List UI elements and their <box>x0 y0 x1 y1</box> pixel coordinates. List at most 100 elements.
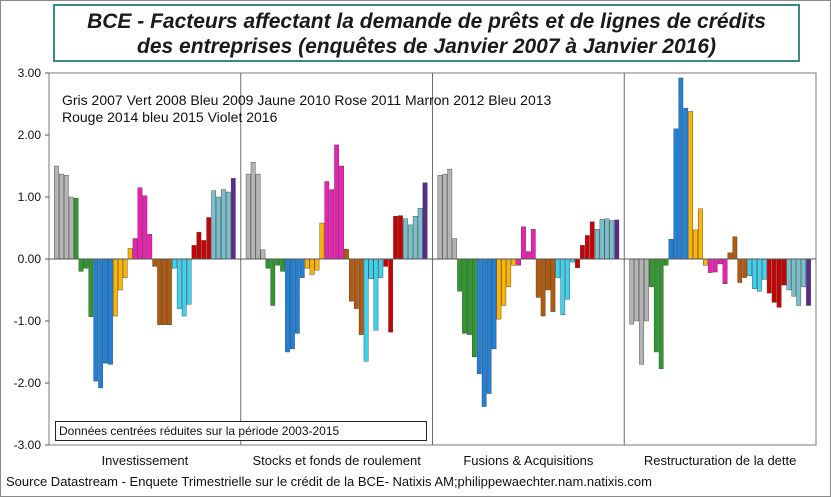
bar-2010 <box>688 111 694 260</box>
bar-2015 <box>791 258 797 297</box>
bar-2014 <box>781 258 787 286</box>
bar-2012 <box>540 258 546 317</box>
chart-title-line-2: des entreprises (enquêtes de Janvier 200… <box>137 35 716 58</box>
bar-2012 <box>162 258 167 325</box>
bar-2007 <box>68 196 74 260</box>
bar-2011 <box>132 238 138 260</box>
bar-2007 <box>59 173 64 260</box>
bar-2010 <box>511 258 516 266</box>
bar-2010 <box>304 258 310 269</box>
bar-2008 <box>663 258 669 266</box>
bar-2013 <box>181 258 187 317</box>
bar-2008 <box>658 258 664 369</box>
bar-2010 <box>496 258 502 320</box>
bar-2013 <box>176 258 182 309</box>
bar-2014 <box>206 217 212 260</box>
bar-2008 <box>653 258 659 353</box>
bar-2014 <box>393 216 398 260</box>
bar-2013 <box>368 258 374 280</box>
bar-2008 <box>88 258 94 317</box>
bar-2009 <box>683 108 689 260</box>
bar-2007 <box>260 249 266 260</box>
bar-2007 <box>634 258 639 322</box>
note-box: Données centrées réduites sur la période… <box>55 421 427 441</box>
bar-2007 <box>255 173 261 260</box>
bar-2007 <box>54 165 59 260</box>
bar-2011 <box>521 226 526 260</box>
bar-2008 <box>83 258 89 269</box>
category-label: Investissement <box>102 453 189 468</box>
bar-2013 <box>560 258 566 315</box>
category-label: Fusions & Acquisitions <box>463 453 594 468</box>
bar-2013 <box>761 258 767 280</box>
bar-2012 <box>349 258 354 302</box>
bar-2015 <box>216 196 221 260</box>
bar-2015 <box>594 229 600 260</box>
bar-2014 <box>771 258 777 303</box>
y-tick-label: -3.00 <box>14 438 42 452</box>
bar-2011 <box>339 165 344 260</box>
bar-2013 <box>186 258 192 305</box>
bar-2013 <box>747 258 752 276</box>
bar-2016 <box>614 219 620 260</box>
bar-2012 <box>727 252 733 260</box>
bar-2012 <box>353 258 359 309</box>
bar-2011 <box>137 187 143 260</box>
bar-2008 <box>467 258 472 335</box>
bar-2012 <box>152 258 158 267</box>
bar-2015 <box>412 216 418 260</box>
bar-2012 <box>742 258 748 278</box>
bar-2014 <box>398 215 403 260</box>
bar-2011 <box>334 144 339 260</box>
bar-2008 <box>270 258 276 306</box>
bar-2016 <box>230 178 236 260</box>
bar-2014 <box>383 258 389 267</box>
bar-2012 <box>157 258 162 325</box>
bar-2007 <box>629 258 635 325</box>
bar-2011 <box>147 233 153 260</box>
bar-2010 <box>314 258 320 271</box>
bar-2012 <box>737 258 743 283</box>
bar-2015 <box>211 190 217 260</box>
y-tick-label: -1.00 <box>14 314 42 328</box>
bar-2015 <box>786 258 792 291</box>
bar-2014 <box>196 232 202 260</box>
bar-2012 <box>344 248 349 260</box>
bar-2009 <box>668 238 674 260</box>
bar-2012 <box>535 258 541 298</box>
bar-2016 <box>806 258 811 306</box>
bar-2008 <box>648 258 654 288</box>
bar-2009 <box>98 258 104 389</box>
bar-2007 <box>447 168 453 260</box>
bar-2007 <box>63 175 69 260</box>
bar-2009 <box>491 258 497 350</box>
bar-2008 <box>78 258 84 272</box>
bar-2015 <box>403 218 408 260</box>
bar-2016 <box>422 182 428 260</box>
chart-title-box: BCE - Facteurs affectant la demande de p… <box>53 4 800 62</box>
bar-2009 <box>299 258 305 278</box>
bar-2014 <box>388 258 394 333</box>
bar-2013 <box>757 258 762 292</box>
bar-2013 <box>373 258 379 331</box>
bar-2015 <box>604 218 610 260</box>
bar-2012 <box>545 258 551 291</box>
bar-2011 <box>712 258 718 273</box>
bar-2013 <box>752 258 757 289</box>
bar-2015 <box>407 224 413 260</box>
bar-2013 <box>378 258 384 278</box>
bar-2011 <box>530 229 536 260</box>
category-label: Restructuration de la dette <box>644 453 796 468</box>
bar-2012 <box>550 258 556 312</box>
bar-2012 <box>358 258 364 335</box>
bar-2014 <box>589 221 595 260</box>
bar-2015 <box>221 189 226 260</box>
bar-2009 <box>108 258 113 365</box>
bar-2011 <box>722 258 728 284</box>
bar-2008 <box>457 258 462 292</box>
legend-line-1: Gris 2007 Vert 2008 Bleu 2009 Jaune 2010… <box>62 92 552 108</box>
bar-2010 <box>113 258 118 317</box>
axis-layer: 3.00 2.00 1.00 0.00 -1.00 -2.00 -3.00 Investiss… <box>14 66 816 468</box>
bar-2014 <box>580 245 585 260</box>
